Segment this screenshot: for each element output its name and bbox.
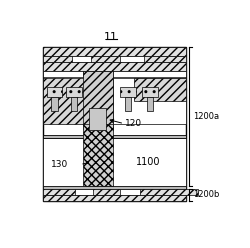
Text: 130: 130	[50, 160, 68, 169]
Bar	[91, 56, 120, 62]
Bar	[52, 97, 58, 111]
Text: 120: 120	[125, 119, 142, 128]
Bar	[112, 77, 186, 124]
Bar	[83, 71, 113, 129]
Bar	[66, 87, 82, 97]
Bar	[147, 97, 153, 111]
Bar	[43, 47, 186, 56]
Bar	[43, 189, 186, 194]
Bar	[120, 87, 136, 97]
Bar	[83, 124, 113, 186]
Bar	[142, 87, 158, 97]
Bar	[144, 56, 186, 62]
Bar	[140, 189, 198, 194]
Bar	[90, 108, 106, 130]
Bar	[71, 97, 77, 111]
Bar	[134, 77, 186, 101]
Text: 1200b: 1200b	[193, 190, 220, 199]
Bar	[43, 186, 186, 189]
Bar	[43, 56, 72, 62]
Text: 11: 11	[104, 32, 118, 42]
Bar	[43, 135, 186, 138]
Bar	[43, 77, 112, 124]
Bar	[43, 194, 186, 201]
Bar	[43, 62, 186, 71]
Text: 1200a: 1200a	[193, 112, 219, 121]
Bar	[43, 138, 186, 186]
Bar	[93, 189, 120, 194]
Bar	[43, 47, 186, 201]
Bar	[47, 87, 62, 97]
Bar	[83, 71, 113, 77]
Bar	[125, 97, 131, 111]
Bar	[43, 189, 76, 194]
Bar	[43, 56, 186, 62]
Bar	[43, 71, 186, 77]
Text: 1100: 1100	[136, 157, 160, 167]
